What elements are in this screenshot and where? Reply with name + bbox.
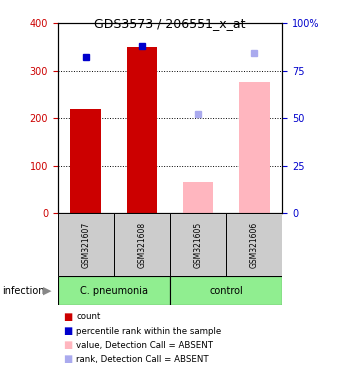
Text: infection: infection <box>2 286 44 296</box>
Bar <box>226 213 282 276</box>
Bar <box>126 47 157 213</box>
Text: percentile rank within the sample: percentile rank within the sample <box>76 326 222 336</box>
Bar <box>70 109 101 213</box>
Text: ▶: ▶ <box>43 286 51 296</box>
Bar <box>170 276 282 305</box>
Bar <box>183 182 214 213</box>
Text: ■: ■ <box>63 354 73 364</box>
Text: ■: ■ <box>63 312 73 322</box>
Text: GSM321607: GSM321607 <box>81 222 90 268</box>
Bar <box>58 213 114 276</box>
Bar <box>58 276 170 305</box>
Bar <box>239 83 270 213</box>
Text: C. pneumonia: C. pneumonia <box>80 286 148 296</box>
Text: GSM321606: GSM321606 <box>250 222 259 268</box>
Text: control: control <box>209 286 243 296</box>
Text: count: count <box>76 312 101 321</box>
Text: ■: ■ <box>63 326 73 336</box>
Bar <box>114 213 170 276</box>
Text: rank, Detection Call = ABSENT: rank, Detection Call = ABSENT <box>76 355 209 364</box>
Bar <box>170 213 226 276</box>
Text: value, Detection Call = ABSENT: value, Detection Call = ABSENT <box>76 341 214 350</box>
Text: GDS3573 / 206551_x_at: GDS3573 / 206551_x_at <box>94 17 246 30</box>
Text: GSM321605: GSM321605 <box>193 222 203 268</box>
Text: ■: ■ <box>63 340 73 350</box>
Text: GSM321608: GSM321608 <box>137 222 147 268</box>
